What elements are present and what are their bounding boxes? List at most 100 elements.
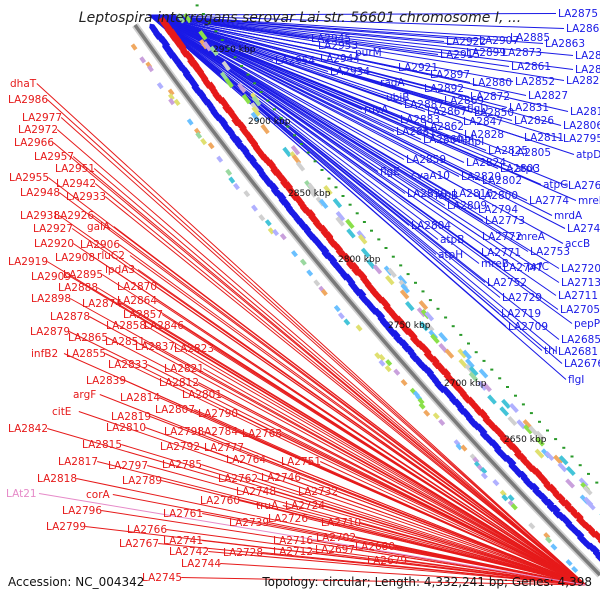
annotation-block xyxy=(307,182,317,193)
rna-label: LAt21 xyxy=(6,488,37,500)
reverse-label: LA2942 xyxy=(56,178,96,190)
forward-label: LA2830 xyxy=(407,188,447,200)
annotation-block xyxy=(477,380,488,391)
scale-tick-mark xyxy=(246,73,250,76)
outer-feature-block xyxy=(243,190,251,198)
scale-tick-mark xyxy=(474,351,478,354)
forward-label: LA2824 xyxy=(466,157,506,169)
reverse-label: LA2679 xyxy=(367,555,407,567)
scale-tick-mark xyxy=(259,91,263,93)
reverse-label: LA2807 xyxy=(155,404,195,416)
forward-label: LA2771 xyxy=(481,247,521,259)
annotation-block xyxy=(558,455,569,466)
forward-label: thl xyxy=(544,345,558,357)
reverse-label: lpdA3 xyxy=(105,264,135,276)
outer-feature-block xyxy=(299,258,307,266)
forward-label: LA2743 xyxy=(567,223,600,235)
annotation-block xyxy=(307,187,317,198)
reverse-connector-line xyxy=(181,577,587,586)
annotation-block xyxy=(282,146,292,158)
forward-label: LA2747 xyxy=(503,262,543,274)
reverse-label: LA2768 xyxy=(242,428,282,440)
forward-connector-line xyxy=(148,14,410,226)
scale-tick-mark xyxy=(414,281,417,284)
reverse-label: LA2955 xyxy=(9,172,49,184)
scale-tick-mark xyxy=(348,203,352,206)
reverse-label: LA2796 xyxy=(62,505,102,517)
forward-label: mreA xyxy=(517,231,546,243)
annotation-block xyxy=(501,398,511,409)
forward-label: LA2825 xyxy=(488,145,528,157)
tick-label-2950: 2950 kbp xyxy=(213,45,256,55)
forward-connector-line xyxy=(148,14,379,83)
forward-label: LA2892 xyxy=(424,83,464,95)
reverse-connector-line xyxy=(92,215,587,586)
forward-label: LA2804 xyxy=(411,220,451,232)
reverse-label: LA2784 xyxy=(198,426,238,438)
forward-label: mreD xyxy=(578,195,600,207)
reverse-connector-line xyxy=(202,368,587,586)
scale-tick-mark xyxy=(436,307,440,310)
scale-tick-mark xyxy=(529,412,533,415)
scale-tick-mark xyxy=(554,438,558,441)
reverse-label: LA2726 xyxy=(268,513,308,525)
reverse-connector-line xyxy=(257,478,587,586)
forward-gene-arrow xyxy=(595,552,600,563)
reverse-connector-line xyxy=(78,411,587,586)
forward-label: LA2885 xyxy=(510,32,550,44)
forward-label: ubiB xyxy=(386,92,409,104)
annotation-block xyxy=(335,210,346,222)
scale-tick-mark xyxy=(279,117,283,119)
outer-feature-block xyxy=(507,494,515,502)
scale-tick-mark xyxy=(546,429,549,432)
chromosome-backbone xyxy=(133,23,600,577)
scale-tick-mark xyxy=(320,169,324,171)
gene-labels: LA2875LA2866LA2845LA2835LA2829LA2813LA28… xyxy=(6,8,600,584)
reverse-label: LA2874 xyxy=(82,298,122,310)
forward-label: LA2953 xyxy=(318,40,358,52)
annotation-block xyxy=(323,185,333,196)
reverse-label: LA2724 xyxy=(285,500,325,512)
reverse-connector-line xyxy=(93,168,587,586)
reverse-connector-line xyxy=(104,196,587,586)
annotation-block xyxy=(335,216,345,227)
scale-tick-mark xyxy=(327,177,331,180)
forward-label: LA2719 xyxy=(501,308,541,320)
outer-feature-block xyxy=(168,97,175,106)
annotation-block xyxy=(399,289,410,300)
reverse-label: LA2817 xyxy=(58,456,98,468)
reverse-label: LA2919 xyxy=(8,256,48,268)
reverse-connector-line xyxy=(60,117,587,586)
outer-feature-block xyxy=(550,543,558,551)
annotation-block xyxy=(523,424,533,435)
reverse-label: LA2818 xyxy=(37,473,77,485)
scale-tick-mark xyxy=(377,238,381,241)
outer-feature-block xyxy=(417,397,425,405)
reverse-label: LA2762 xyxy=(218,473,258,485)
reverse-label: argF xyxy=(73,389,96,401)
forward-label: flgI xyxy=(568,374,584,386)
outer-feature-block xyxy=(432,412,440,420)
reverse-connector-line xyxy=(129,255,587,586)
reverse-label: LA2790 xyxy=(198,408,238,420)
scale-tick-mark xyxy=(355,212,359,215)
forward-connector-line xyxy=(148,14,437,255)
annotation-block xyxy=(578,477,589,488)
reverse-connector-line xyxy=(199,446,587,586)
annotation-block xyxy=(251,96,262,107)
forward-label: LA2772 xyxy=(482,231,522,243)
scale-tick-mark xyxy=(482,359,486,362)
scale-tick-mark xyxy=(299,143,303,145)
forward-label: LA2827 xyxy=(528,90,568,102)
forward-connector-line xyxy=(148,14,543,351)
reverse-label: LA2716 xyxy=(273,535,313,547)
forward-connector-line xyxy=(148,14,486,283)
reverse-label: LA2879 xyxy=(30,326,70,338)
outer-feature-block xyxy=(147,64,154,73)
annotation-block xyxy=(237,82,247,94)
forward-label: LA2831 xyxy=(509,102,549,114)
reverse-label: LA2870 xyxy=(117,281,157,293)
reverse-connector-line xyxy=(307,518,587,586)
reverse-label: LA2760 xyxy=(200,495,240,507)
reverse-connector-line xyxy=(36,83,587,586)
